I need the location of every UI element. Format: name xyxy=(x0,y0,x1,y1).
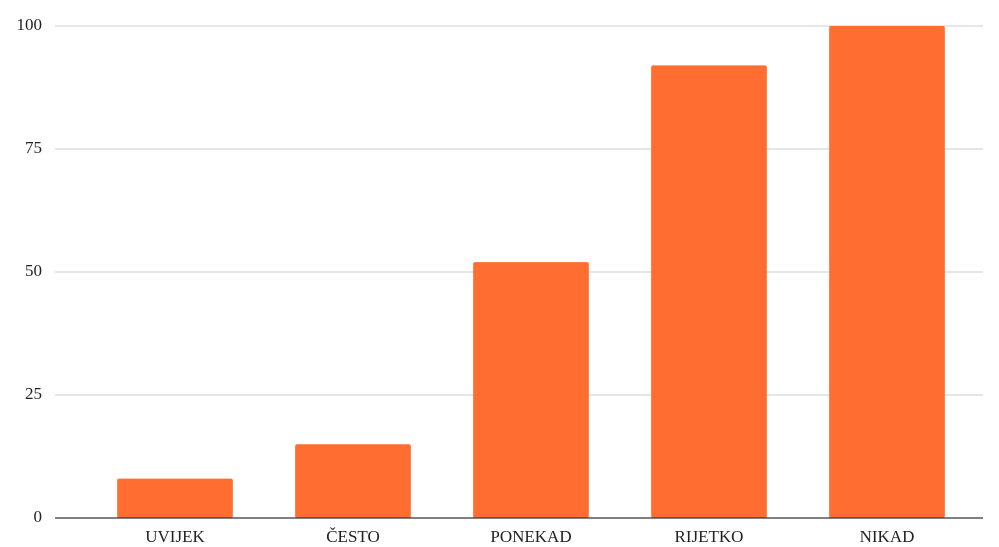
x-tick-label: PONEKAD xyxy=(490,527,571,546)
bar xyxy=(651,65,767,519)
x-tick-label: ČESTO xyxy=(326,527,380,546)
y-tick-label: 75 xyxy=(25,138,42,157)
bar xyxy=(295,444,411,518)
y-tick-label: 0 xyxy=(34,507,43,526)
bar xyxy=(829,26,945,518)
y-tick-label: 100 xyxy=(17,15,43,34)
y-tick-label: 50 xyxy=(25,261,42,280)
bar xyxy=(473,262,589,518)
bar xyxy=(117,478,233,518)
y-tick-label: 25 xyxy=(25,384,42,403)
x-tick-label: RIJETKO xyxy=(675,527,744,546)
x-tick-label: UVIJEK xyxy=(145,527,205,546)
x-tick-label: NIKAD xyxy=(860,527,915,546)
